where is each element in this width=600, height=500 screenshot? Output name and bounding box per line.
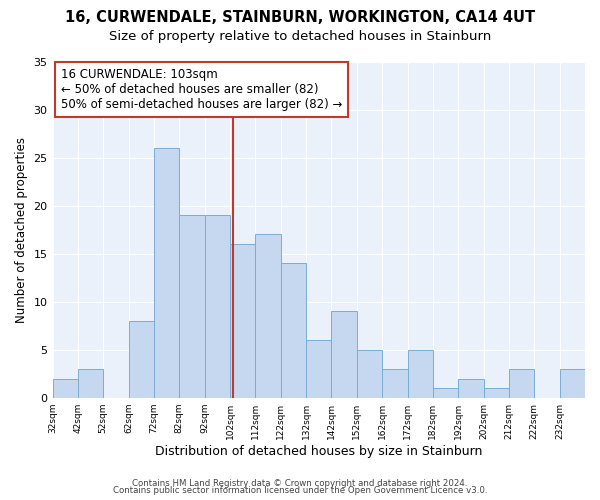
Text: Size of property relative to detached houses in Stainburn: Size of property relative to detached ho… (109, 30, 491, 43)
Bar (382, 369, 407, 398)
Bar (230, 244, 256, 398)
Bar (331, 312, 357, 398)
Bar (78, 369, 103, 398)
Bar (407, 350, 433, 398)
Bar (154, 148, 179, 398)
X-axis label: Distribution of detached houses by size in Stainburn: Distribution of detached houses by size … (155, 444, 482, 458)
Text: 16 CURWENDALE: 103sqm
← 50% of detached houses are smaller (82)
50% of semi-deta: 16 CURWENDALE: 103sqm ← 50% of detached … (61, 68, 342, 111)
Bar (256, 234, 281, 398)
Bar (509, 369, 534, 398)
Bar (560, 369, 585, 398)
Text: Contains HM Land Registry data © Crown copyright and database right 2024.: Contains HM Land Registry data © Crown c… (132, 478, 468, 488)
Bar (484, 388, 509, 398)
Bar (128, 321, 154, 398)
Bar (433, 388, 458, 398)
Text: Contains public sector information licensed under the Open Government Licence v3: Contains public sector information licen… (113, 486, 487, 495)
Bar (306, 340, 331, 398)
Bar (205, 216, 230, 398)
Y-axis label: Number of detached properties: Number of detached properties (15, 136, 28, 322)
Bar (281, 264, 306, 398)
Text: 16, CURWENDALE, STAINBURN, WORKINGTON, CA14 4UT: 16, CURWENDALE, STAINBURN, WORKINGTON, C… (65, 10, 535, 25)
Bar (53, 378, 78, 398)
Bar (179, 216, 205, 398)
Bar (357, 350, 382, 398)
Bar (458, 378, 484, 398)
